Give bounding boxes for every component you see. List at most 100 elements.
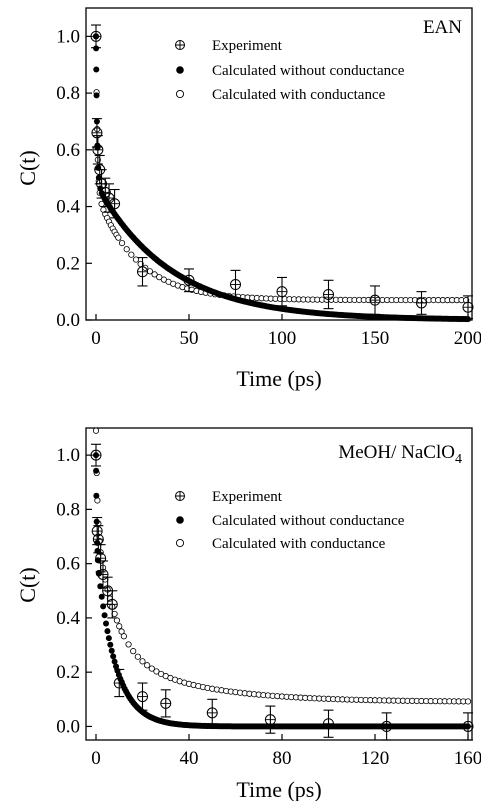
x-tick-label: 0 xyxy=(91,748,101,769)
without-conductance-point xyxy=(103,620,110,627)
experiment-point xyxy=(113,668,125,698)
chart-panel-ean: 0.0 0.2 0.4 0.6 0.8 1.0 0 50 100 150 200 EAN Exper… xyxy=(15,7,481,391)
with-conductance-point xyxy=(120,633,128,640)
experiment-point xyxy=(381,712,393,741)
with-conductance-point xyxy=(125,641,132,648)
y-tick-label: 0.2 xyxy=(56,253,80,274)
legend: Experiment Calculated without conductanc… xyxy=(175,38,405,103)
with-conductance-point xyxy=(464,698,472,705)
y-tick-label: 0.4 xyxy=(56,608,80,629)
experiment-point xyxy=(90,443,102,467)
with-conductance-point xyxy=(139,658,146,665)
panel-label: EAN xyxy=(423,17,462,38)
x-tick-label: 120 xyxy=(361,748,390,769)
y-tick-label: 1.0 xyxy=(56,445,80,466)
experiment-point xyxy=(160,689,172,718)
legend-marker-experiment xyxy=(175,491,185,501)
experiment-point xyxy=(90,24,102,49)
y-tick-label: 0.6 xyxy=(56,554,80,575)
y-tick-label: 0.0 xyxy=(56,310,80,331)
experiment-point xyxy=(416,291,427,315)
with-conductance-point xyxy=(134,653,141,660)
legend-label-with-conductance: Calculated with conductance xyxy=(212,87,386,103)
panel-label-subscript: 4 xyxy=(455,452,462,467)
plot-frame xyxy=(85,427,473,741)
experiment-point xyxy=(369,285,381,315)
legend-marker-without-conductance xyxy=(176,66,184,74)
experiment-point xyxy=(92,135,104,165)
panel-label: MeOH/ NaClO4 xyxy=(338,442,462,467)
legend-marker-experiment xyxy=(175,40,185,50)
experiment-point xyxy=(137,257,148,287)
legend-label-without-conductance: Calculated without conductance xyxy=(212,63,405,79)
x-tick-label: 40 xyxy=(180,748,199,769)
legend-marker-with-conductance xyxy=(175,89,185,99)
x-tick-label: 50 xyxy=(180,328,199,349)
y-axis-title: C(t) xyxy=(15,150,40,185)
legend: Experiment Calculated without conductanc… xyxy=(175,489,405,552)
chart-panel-meoh: 0.0 0.2 0.4 0.6 0.8 1.0 0 40 80 120 160 MeOH/ NaCl… xyxy=(15,427,481,801)
data-marks xyxy=(90,427,474,741)
with-conductance-point xyxy=(113,617,121,624)
y-tick-label: 1.0 xyxy=(56,26,80,47)
experiment-point xyxy=(109,188,121,219)
without-conductance-point xyxy=(98,593,105,600)
panel-label-text: MeOH/ NaClO xyxy=(338,442,455,463)
without-conductance-point xyxy=(94,557,101,564)
with-conductance-point xyxy=(128,251,135,258)
experiment-point xyxy=(183,268,195,293)
experiment-point xyxy=(106,590,118,619)
legend-label-experiment: Experiment xyxy=(212,38,283,54)
y-tick-label: 0.8 xyxy=(56,499,80,520)
legend-marker-with-conductance xyxy=(175,538,185,548)
with-conductance-point xyxy=(153,668,160,675)
legend-marker-without-conductance xyxy=(176,516,184,524)
experiment-point xyxy=(323,709,334,738)
y-tick-label: 0.8 xyxy=(56,83,80,104)
without-conductance-point xyxy=(104,628,111,635)
with-conductance-point xyxy=(118,240,126,247)
with-conductance-point xyxy=(115,234,122,241)
experiment-point xyxy=(206,698,218,727)
with-conductance-point xyxy=(130,648,137,655)
without-conductance-point xyxy=(110,653,117,660)
without-conductance-point xyxy=(93,45,100,52)
without-conductance-point xyxy=(93,492,100,499)
x-tick-label: 160 xyxy=(454,748,481,769)
with-conductance-point xyxy=(151,271,158,278)
y-axis-title: C(t) xyxy=(15,567,40,602)
data-marks xyxy=(90,24,474,323)
legend-label-with-conductance: Calculated with conductance xyxy=(212,536,386,552)
y-tick-label: 0.6 xyxy=(56,140,80,161)
without-conductance-point xyxy=(93,66,100,73)
without-conductance-point xyxy=(93,92,100,99)
with-conductance-point xyxy=(116,623,123,630)
y-tick-label: 0.2 xyxy=(56,662,80,683)
with-conductance-point xyxy=(92,427,100,434)
experiment-point xyxy=(462,295,474,320)
legend-label-without-conductance: Calculated without conductance xyxy=(212,513,405,529)
x-axis-title: Time (ps) xyxy=(236,777,321,801)
experiment-point xyxy=(230,269,241,300)
without-conductance-point xyxy=(108,647,115,654)
y-tick-label: 0.0 xyxy=(56,716,80,737)
without-conductance-point xyxy=(93,467,100,474)
with-conductance-point xyxy=(148,665,155,672)
experiment-point xyxy=(323,279,334,310)
without-conductance-point xyxy=(105,635,112,642)
without-conductance-point xyxy=(111,658,118,665)
legend-label-experiment: Experiment xyxy=(212,489,283,505)
without-conductance-point xyxy=(107,641,114,648)
experiment-point xyxy=(95,544,107,573)
x-tick-label: 150 xyxy=(361,328,390,349)
experiment-point xyxy=(264,705,276,734)
experiment-point xyxy=(137,682,148,711)
with-conductance-point xyxy=(156,274,163,281)
with-conductance-point xyxy=(144,662,151,669)
x-tick-label: 200 xyxy=(454,328,481,349)
experiment-point xyxy=(91,118,103,148)
x-tick-label: 100 xyxy=(268,328,297,349)
experiment-point xyxy=(276,276,288,307)
x-axis-title: Time (ps) xyxy=(236,366,321,391)
